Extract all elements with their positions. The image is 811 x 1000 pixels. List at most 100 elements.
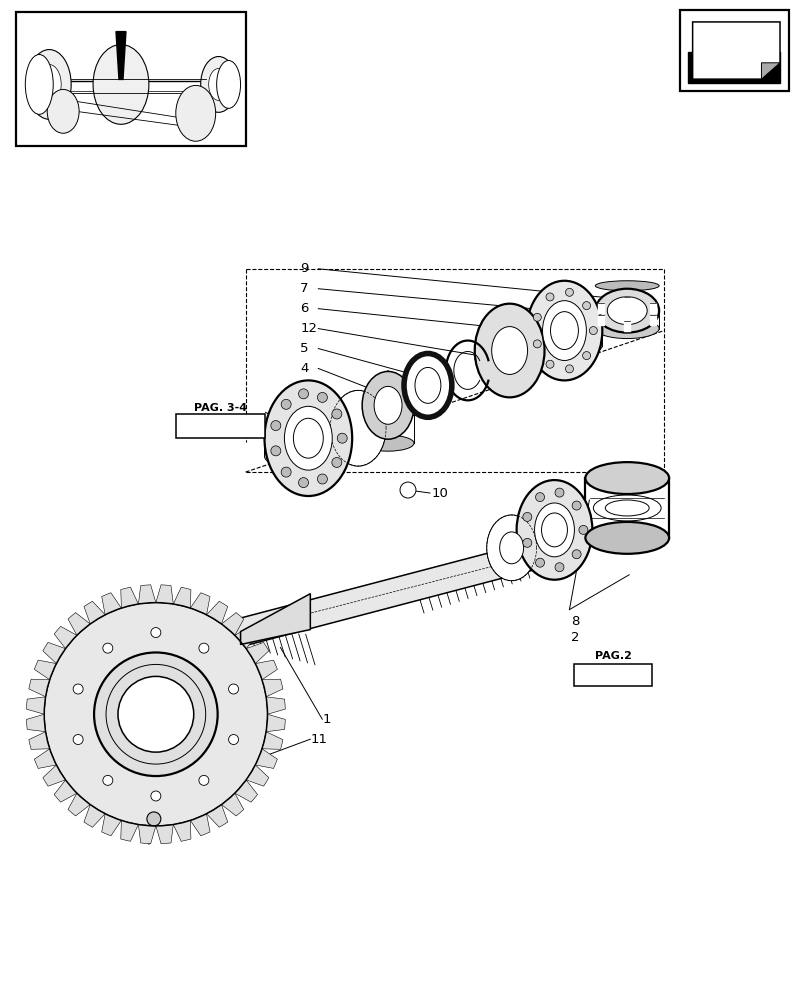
Ellipse shape [208, 68, 229, 100]
Polygon shape [28, 679, 49, 697]
Ellipse shape [332, 409, 341, 419]
Ellipse shape [474, 304, 544, 397]
Polygon shape [156, 825, 173, 844]
Ellipse shape [555, 488, 564, 497]
Ellipse shape [594, 319, 659, 339]
Ellipse shape [317, 474, 327, 484]
Polygon shape [240, 594, 310, 645]
Ellipse shape [332, 457, 341, 467]
Ellipse shape [264, 380, 352, 496]
Ellipse shape [499, 532, 523, 564]
Polygon shape [43, 765, 66, 786]
Ellipse shape [594, 281, 659, 291]
Circle shape [199, 775, 208, 785]
Text: 11: 11 [310, 733, 327, 746]
Ellipse shape [578, 525, 587, 534]
Polygon shape [246, 642, 268, 664]
Polygon shape [206, 805, 227, 827]
Bar [573, 664, 651, 686]
Ellipse shape [362, 371, 414, 439]
Ellipse shape [516, 480, 592, 580]
Bar [624, 297, 629, 307]
Polygon shape [84, 805, 105, 827]
Polygon shape [228, 532, 577, 648]
Circle shape [400, 482, 415, 498]
Polygon shape [692, 22, 779, 79]
Polygon shape [54, 780, 77, 802]
Ellipse shape [522, 538, 531, 547]
Ellipse shape [526, 281, 602, 380]
Circle shape [199, 643, 208, 653]
Text: 1: 1 [322, 713, 330, 726]
Text: PAG.2: PAG.2 [594, 651, 631, 661]
Bar [598, 303, 603, 313]
Polygon shape [138, 585, 156, 604]
Ellipse shape [545, 293, 553, 301]
Ellipse shape [545, 360, 553, 368]
Ellipse shape [298, 389, 308, 399]
Ellipse shape [293, 418, 323, 458]
Ellipse shape [25, 55, 54, 114]
Polygon shape [761, 63, 779, 79]
Polygon shape [221, 793, 243, 816]
Polygon shape [173, 587, 191, 608]
Ellipse shape [404, 354, 451, 417]
Bar [16, 12, 245, 146]
Ellipse shape [535, 493, 544, 502]
Text: 5: 5 [300, 342, 308, 355]
Ellipse shape [550, 312, 577, 350]
Ellipse shape [594, 289, 659, 333]
Polygon shape [246, 765, 268, 786]
Polygon shape [262, 732, 282, 749]
Ellipse shape [200, 57, 236, 112]
Ellipse shape [271, 446, 281, 456]
Ellipse shape [604, 500, 648, 516]
Ellipse shape [175, 85, 216, 141]
Bar [624, 321, 629, 331]
Ellipse shape [572, 550, 581, 559]
Polygon shape [54, 626, 77, 649]
Polygon shape [68, 793, 90, 816]
Polygon shape [688, 52, 779, 83]
Bar [650, 315, 655, 325]
Polygon shape [173, 820, 191, 841]
Polygon shape [234, 626, 257, 649]
Circle shape [103, 643, 113, 653]
Circle shape [103, 775, 113, 785]
Ellipse shape [281, 467, 291, 477]
Ellipse shape [589, 327, 597, 335]
Ellipse shape [47, 89, 79, 133]
Polygon shape [221, 613, 243, 635]
Polygon shape [101, 814, 121, 836]
Ellipse shape [298, 478, 308, 488]
Polygon shape [68, 613, 90, 635]
Ellipse shape [533, 313, 541, 321]
Circle shape [73, 684, 83, 694]
Ellipse shape [526, 334, 602, 357]
Polygon shape [266, 714, 285, 732]
Ellipse shape [585, 462, 668, 494]
Bar [598, 315, 603, 325]
Polygon shape [116, 32, 126, 79]
Polygon shape [255, 660, 277, 680]
Ellipse shape [217, 61, 240, 108]
Text: 10: 10 [431, 487, 448, 500]
Circle shape [229, 735, 238, 745]
Polygon shape [45, 603, 267, 826]
Text: 9: 9 [300, 262, 308, 275]
Ellipse shape [264, 442, 352, 470]
Text: 12: 12 [300, 322, 317, 335]
Ellipse shape [362, 435, 414, 451]
Ellipse shape [585, 522, 668, 554]
Polygon shape [234, 780, 257, 802]
Circle shape [73, 735, 83, 745]
Ellipse shape [414, 367, 440, 403]
Ellipse shape [516, 530, 592, 554]
Ellipse shape [281, 399, 291, 409]
Polygon shape [121, 820, 138, 841]
Ellipse shape [374, 386, 401, 424]
Polygon shape [101, 593, 121, 615]
Text: 8: 8 [571, 615, 579, 628]
Ellipse shape [317, 392, 327, 402]
Polygon shape [121, 587, 138, 608]
